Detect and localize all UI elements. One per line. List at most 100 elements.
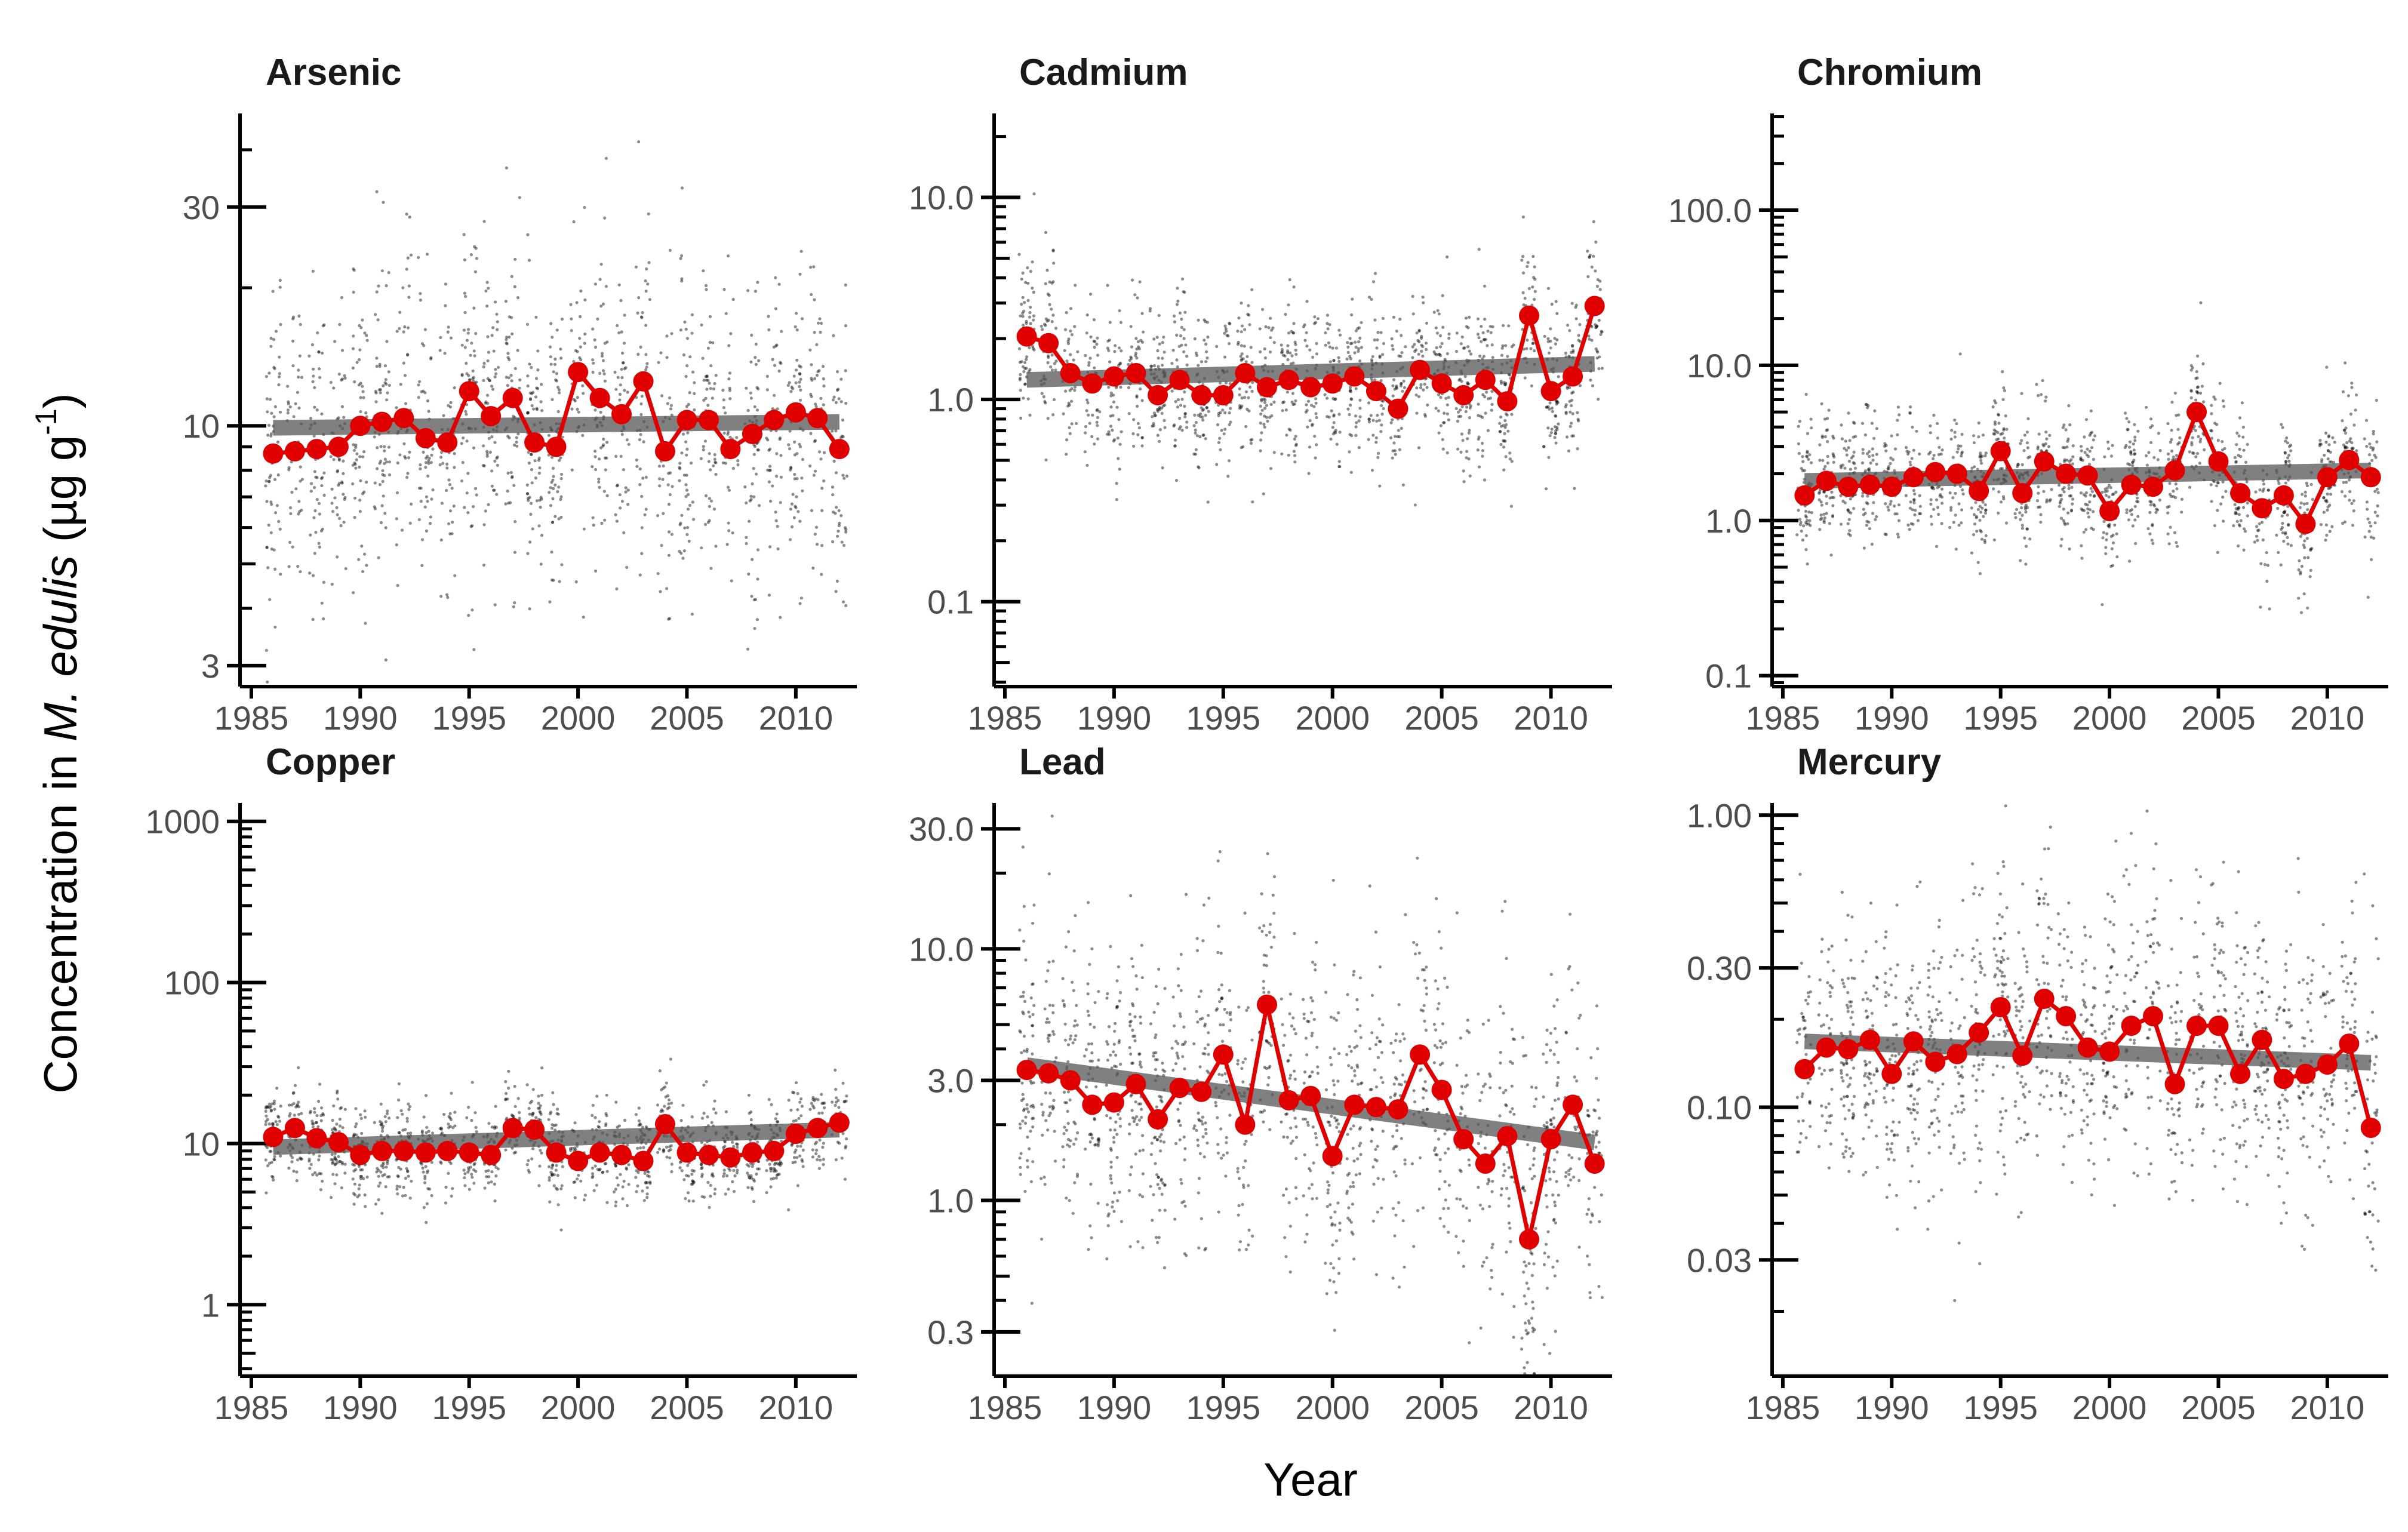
raw-observation-dot (1597, 318, 1601, 322)
raw-observation-dot (1109, 394, 1113, 398)
raw-observation-dot (534, 476, 538, 480)
raw-observation-dot (712, 387, 716, 390)
raw-observation-dot (1150, 364, 1154, 368)
raw-observation-dot (2258, 488, 2262, 492)
raw-observation-dot (1047, 294, 1051, 297)
raw-observation-dot (485, 304, 489, 308)
raw-observation-dot (273, 1108, 276, 1111)
raw-observation-dot (1533, 290, 1537, 293)
raw-observation-dot (1578, 384, 1582, 387)
raw-observation-dot (2044, 395, 2048, 399)
raw-observation-dot (557, 517, 561, 521)
raw-observation-dot (2189, 389, 2193, 392)
raw-observation-dot (1568, 329, 1571, 333)
raw-observation-dot (1032, 348, 1036, 352)
raw-observation-dot (351, 347, 355, 350)
raw-observation-dot (2041, 443, 2045, 447)
raw-observation-dot (1417, 329, 1421, 333)
raw-observation-dot (2063, 521, 2066, 525)
raw-observation-dot (1066, 339, 1070, 343)
raw-observation-dot (557, 485, 561, 489)
raw-observation-dot (404, 456, 407, 460)
raw-observation-dot (1040, 392, 1044, 395)
raw-observation-dot (1503, 432, 1506, 435)
x-tick-label: 2010 (759, 699, 834, 737)
raw-observation-dot (638, 573, 642, 577)
raw-observation-dot (265, 1146, 269, 1149)
raw-observation-dot (265, 648, 268, 652)
raw-observation-dot (786, 383, 790, 387)
raw-observation-dot (2287, 453, 2291, 457)
raw-observation-dot (1570, 302, 1574, 305)
raw-observation-dot (452, 504, 456, 508)
annual-mean-point (1584, 296, 1605, 316)
annual-mean-point (437, 432, 458, 453)
raw-observation-dot (466, 331, 470, 335)
raw-observation-dot (312, 516, 316, 519)
raw-observation-dot (1065, 359, 1069, 363)
raw-observation-dot (513, 443, 516, 447)
raw-observation-dot (299, 1156, 302, 1160)
raw-observation-dot (265, 545, 269, 549)
raw-observation-dot (708, 382, 711, 385)
raw-observation-dot (569, 303, 573, 306)
raw-observation-dot (1491, 325, 1494, 328)
raw-observation-dot (316, 1125, 320, 1128)
raw-observation-dot (1951, 496, 1955, 500)
raw-observation-dot (2287, 524, 2290, 527)
raw-observation-dot (1312, 405, 1316, 408)
raw-observation-dot (1825, 417, 1829, 420)
raw-observation-dot (1504, 382, 1508, 385)
raw-observation-dot (1884, 449, 1888, 453)
raw-observation-dot (547, 433, 551, 437)
raw-observation-dot (598, 485, 601, 490)
raw-observation-dot (1115, 405, 1119, 409)
raw-observation-dot (2328, 460, 2332, 464)
raw-observation-dot (1868, 454, 1871, 459)
raw-observation-dot (1546, 287, 1550, 290)
raw-observation-dot (1137, 347, 1141, 350)
raw-observation-dot (1304, 410, 1308, 414)
raw-observation-dot (373, 481, 377, 485)
raw-observation-dot (310, 1119, 314, 1123)
raw-observation-dot (2254, 490, 2258, 494)
raw-observation-dot (2136, 496, 2139, 500)
raw-observation-dot (2275, 533, 2278, 537)
raw-observation-dot (682, 473, 686, 477)
raw-observation-dot (1263, 398, 1267, 402)
raw-observation-dot (1140, 444, 1144, 448)
raw-observation-dot (460, 479, 464, 483)
raw-observation-dot (2326, 492, 2329, 496)
raw-observation-dot (2368, 442, 2372, 446)
raw-observation-dot (1151, 415, 1154, 419)
raw-observation-dot (1483, 318, 1487, 321)
raw-observation-dot (622, 531, 626, 534)
raw-observation-dot (1574, 317, 1578, 321)
raw-observation-dot (604, 468, 607, 472)
raw-observation-dot (1830, 496, 1834, 500)
raw-observation-dot (463, 310, 467, 315)
raw-observation-dot (749, 360, 753, 364)
raw-observation-dot (463, 291, 467, 295)
raw-observation-dot (1265, 404, 1268, 407)
raw-observation-dot (2366, 507, 2369, 511)
raw-observation-dot (340, 349, 345, 352)
raw-observation-dot (342, 493, 345, 496)
raw-observation-dot (1259, 449, 1262, 453)
raw-observation-dot (1817, 490, 1822, 494)
raw-observation-dot (771, 407, 774, 411)
raw-observation-dot (832, 459, 836, 463)
raw-observation-dot (493, 300, 497, 304)
raw-observation-dot (363, 331, 367, 335)
raw-observation-dot (1997, 511, 2000, 515)
raw-observation-dot (1847, 459, 1852, 463)
raw-observation-dot (1158, 439, 1161, 443)
raw-observation-dot (1571, 350, 1575, 354)
raw-observation-dot (752, 467, 755, 470)
raw-observation-dot (1825, 494, 1828, 498)
raw-observation-dot (1961, 492, 1965, 496)
raw-observation-dot (490, 469, 494, 473)
raw-observation-dot (286, 408, 290, 412)
raw-observation-dot (794, 506, 798, 509)
